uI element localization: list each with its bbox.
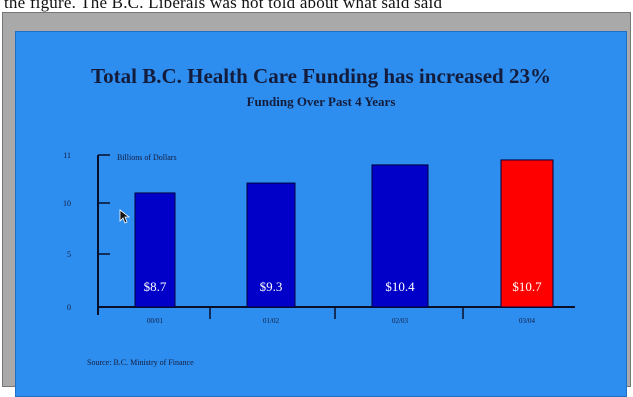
x-tick-label: 03/04 <box>519 317 535 325</box>
bar-value-label: $9.3 <box>260 279 283 294</box>
bar <box>500 159 554 308</box>
caption-text-fragment: the figure. The B.C. Liberals was not to… <box>4 0 443 12</box>
image-frame: Total B.C. Health Care Funding has incre… <box>2 12 631 397</box>
partial-caption-text: the figure. The B.C. Liberals was not to… <box>0 0 633 12</box>
x-tick-label: 00/01 <box>147 317 163 325</box>
y-axis-label: Billions of Dollars <box>117 153 177 162</box>
bar-value-label: $10.4 <box>385 279 415 294</box>
x-tick-label: 01/02 <box>263 317 279 325</box>
bar <box>134 192 176 308</box>
mouse-pointer-icon <box>119 209 131 224</box>
y-tick-label: 5 <box>67 250 71 259</box>
y-tick-label: 0 <box>67 303 71 312</box>
chart-subtitle: Funding Over Past 4 Years <box>246 94 396 109</box>
y-tick-label: 11 <box>63 151 71 160</box>
bar-value-label: $8.7 <box>144 279 167 294</box>
chart-title: Total B.C. Health Care Funding has incre… <box>91 64 551 88</box>
bar <box>246 182 296 308</box>
bar-value-label: $10.7 <box>512 279 542 294</box>
y-tick-label: 10 <box>63 199 71 208</box>
chart-slide: Total B.C. Health Care Funding has incre… <box>15 31 627 397</box>
x-tick-label: 02/03 <box>392 317 408 325</box>
bar-chart: 0 5 10 11 Billions of Dollars $8.7 00/01 $9.3 01… <box>63 151 575 325</box>
source-note: Source: B.C. Ministry of Finance <box>87 358 194 367</box>
bar <box>371 164 429 308</box>
